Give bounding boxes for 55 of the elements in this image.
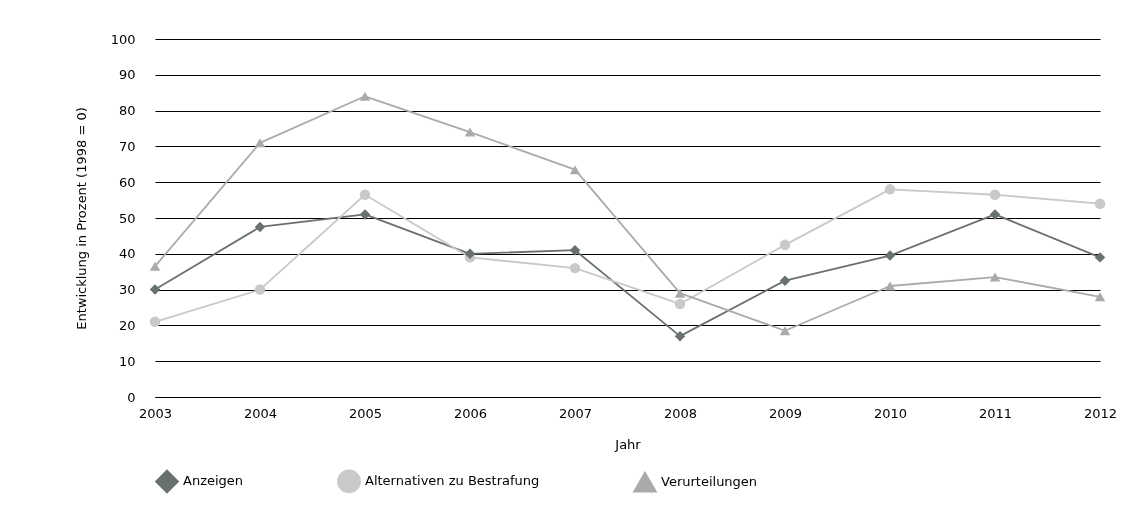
- point: [1094, 292, 1106, 302]
- x-tick-label: 2008: [663, 405, 698, 421]
- y-tick-label: 80: [118, 103, 136, 119]
- point: [464, 248, 476, 260]
- point: [1094, 252, 1106, 263]
- legend-label: Verurteilungen: [661, 474, 758, 490]
- y-tick-label: 50: [118, 210, 136, 226]
- point: [149, 316, 161, 328]
- point: [359, 209, 371, 220]
- x-tick-label: 2011: [978, 405, 1013, 421]
- point: [254, 221, 266, 233]
- y-tick-label: 70: [118, 138, 136, 154]
- point: [569, 262, 581, 274]
- point: [569, 165, 581, 175]
- y-tick-label: 90: [118, 67, 136, 83]
- point: [254, 138, 266, 148]
- point: [779, 275, 791, 286]
- y-tick-label: 60: [118, 174, 136, 190]
- y-tick-label: 40: [118, 246, 136, 262]
- point: [779, 326, 791, 336]
- y-tick-label: 20: [118, 317, 136, 333]
- legend-label: Anzeigen: [183, 473, 244, 489]
- point: [674, 298, 686, 310]
- point: [149, 284, 161, 295]
- x-tick-label: 2010: [873, 405, 908, 421]
- x-tick-label: 2006: [453, 405, 488, 421]
- y-tick-label: 30: [118, 282, 136, 298]
- x-tick-label: 2007: [558, 405, 593, 421]
- point: [779, 239, 791, 251]
- point: [149, 261, 161, 271]
- point: [254, 284, 266, 295]
- point: [884, 281, 896, 291]
- y-tick-label: 0: [127, 389, 136, 405]
- point: [884, 184, 896, 195]
- x-tick-label: 2012: [1083, 405, 1118, 421]
- y-tick-label: 100: [110, 31, 136, 47]
- legend-label: Alternativen zu Bestrafung: [365, 473, 540, 489]
- y-tick-label: 10: [118, 353, 136, 369]
- point: [569, 244, 581, 256]
- point: [989, 209, 1001, 220]
- point: [989, 189, 1001, 200]
- point: [359, 189, 371, 200]
- y-axis-title: Entwicklung in Prozent (1998 = 0): [73, 107, 89, 330]
- point: [464, 127, 476, 137]
- x-tick-label: 2004: [243, 405, 278, 421]
- point: [884, 250, 896, 261]
- point: [989, 272, 1001, 282]
- x-tick-label: 2005: [348, 405, 383, 421]
- x-tick-label: 2009: [768, 405, 803, 421]
- point: [674, 288, 686, 298]
- x-axis-title: Jahr: [614, 436, 642, 452]
- point: [674, 330, 686, 342]
- x-tick-label: 2003: [138, 405, 173, 421]
- point: [1094, 198, 1106, 209]
- point: [359, 91, 371, 101]
